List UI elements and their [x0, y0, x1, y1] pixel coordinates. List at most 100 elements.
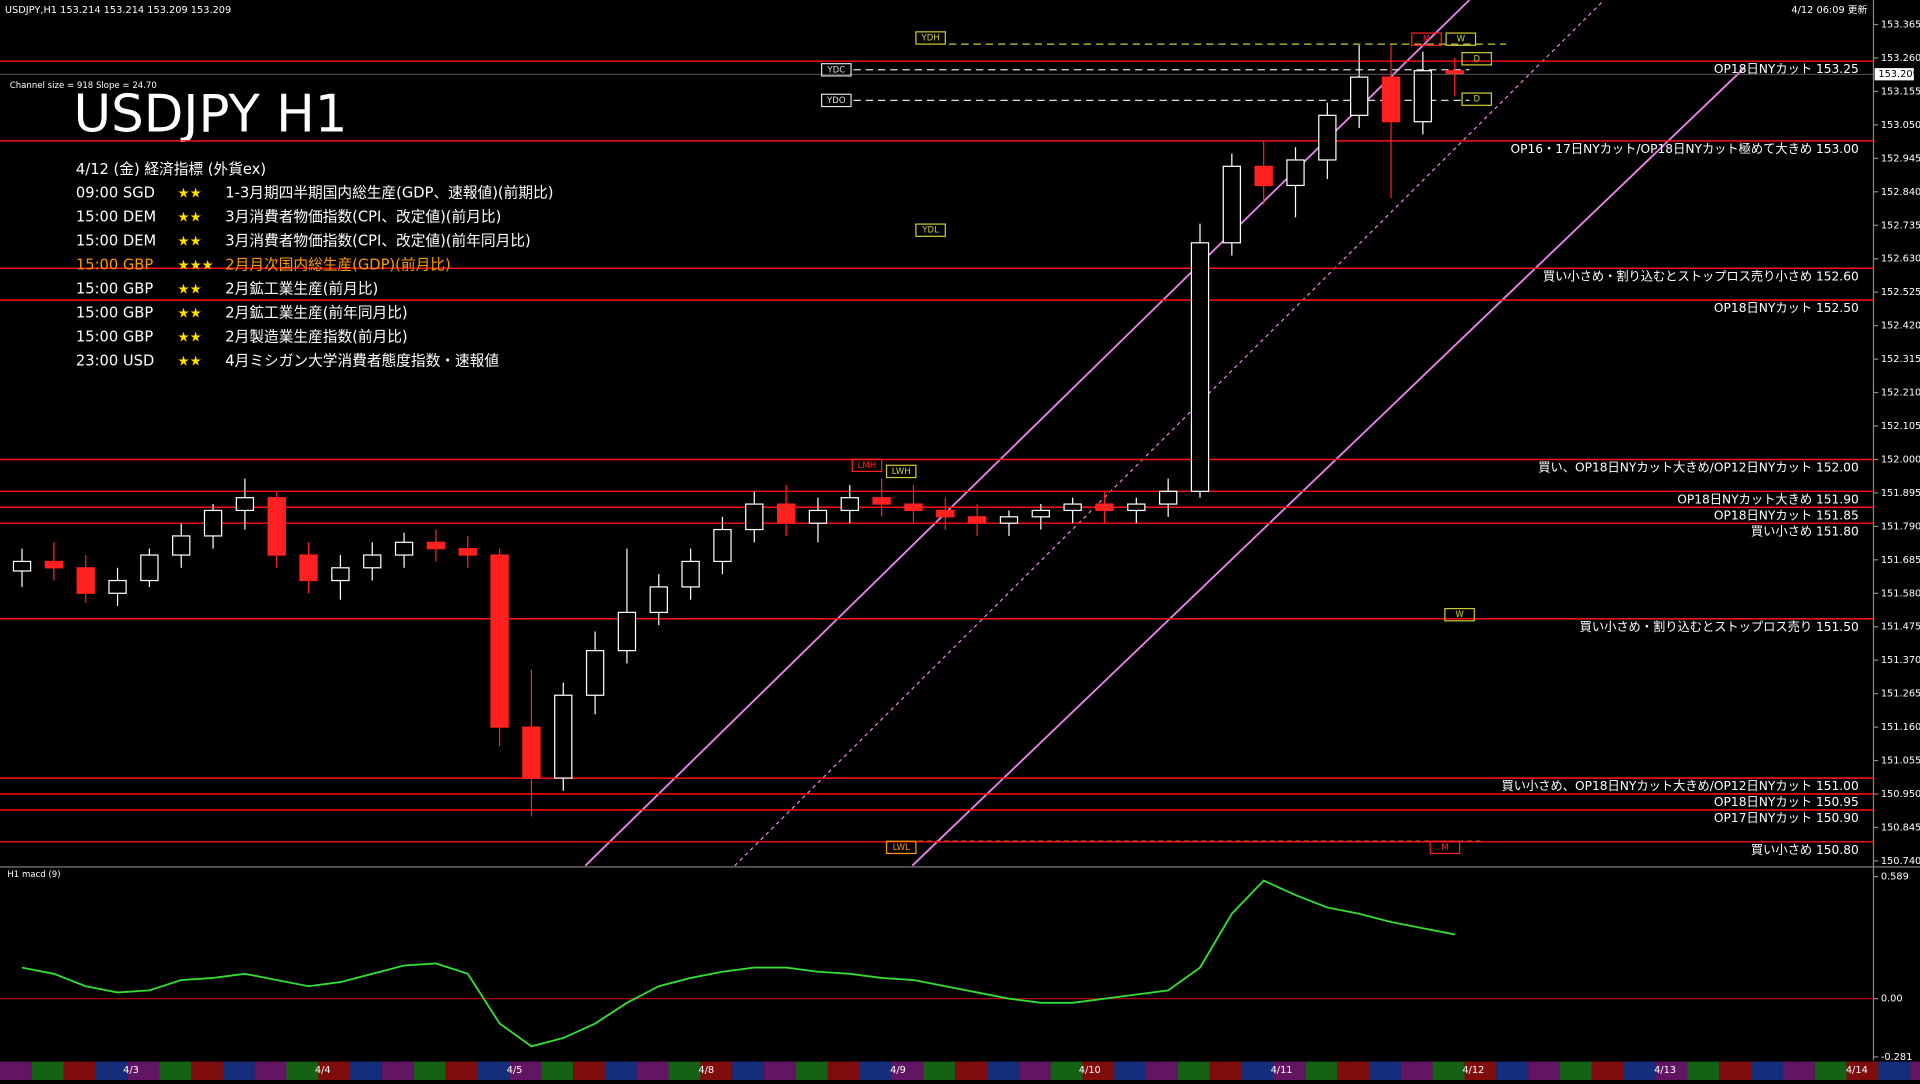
marker-box: [821, 93, 852, 108]
bar-segment: [1241, 1061, 1274, 1080]
marker-box: [885, 464, 917, 479]
marker-box: [821, 63, 852, 77]
bar-segment: [923, 1061, 956, 1080]
level-label: 買い小さめ 150.80: [1751, 843, 1859, 857]
y-tick-label: 153.155: [1881, 86, 1920, 97]
candle-body: [585, 650, 605, 696]
candle-body: [1222, 165, 1242, 244]
bar-segment: [1432, 1061, 1465, 1080]
bar-segment: [1273, 1061, 1306, 1080]
y-tick-label: 153.050: [1881, 120, 1920, 131]
event-text: 3月消費者物価指数(CPI、改定値)(前年同月比): [225, 232, 530, 249]
candle-body: [840, 497, 859, 512]
x-tick-label: 4/13: [1654, 1065, 1676, 1076]
bar-segment: [254, 1061, 287, 1080]
marker-label: D: [1473, 95, 1480, 105]
candle-body: [1445, 70, 1464, 75]
y-tick-label: 151.790: [1881, 521, 1920, 532]
candle-body: [617, 611, 637, 652]
bar-segment: [382, 1061, 414, 1080]
y-tick-label: 151.895: [1881, 488, 1920, 499]
candle-body: [522, 726, 541, 779]
candle-body: [904, 503, 923, 512]
candle-body: [936, 509, 955, 518]
bar-segment: [1400, 1061, 1433, 1080]
bar-segment: [573, 1061, 605, 1080]
event-text: 2月月次国内総生産(GDP)(前月比): [225, 256, 450, 273]
marker-box: [915, 31, 946, 45]
candle-body: [299, 554, 318, 582]
bar-segment: [1623, 1061, 1656, 1080]
bar-segment: [891, 1061, 924, 1080]
bar-segment: [1368, 1061, 1401, 1080]
bar-segment: [668, 1061, 701, 1080]
event-time: 15:00 GBP: [76, 256, 153, 273]
bar-segment: [413, 1061, 446, 1080]
bar-segment: [541, 1061, 574, 1080]
event-time: 09:00 SGD: [76, 184, 155, 201]
y-tick-label: 151.055: [1881, 756, 1920, 767]
y-tick-label: 150.950: [1881, 789, 1920, 800]
candle-body: [999, 516, 1019, 524]
candle-body: [1158, 490, 1178, 505]
y-tick-label: 152.735: [1881, 220, 1920, 231]
candle-body: [967, 516, 987, 524]
marker-label: M: [1441, 843, 1448, 853]
x-tick-label: 4/4: [315, 1065, 331, 1076]
candle-body: [554, 694, 573, 779]
y-tick-label: 152.840: [1881, 187, 1920, 198]
bar-segment: [1814, 1061, 1847, 1080]
event-text: 3月消費者物価指数(CPI、改定値)(前月比): [225, 208, 501, 225]
level-label: 買い小さめ・割り込むとストップロス売り 151.50: [1580, 619, 1859, 634]
bar-segment: [1177, 1061, 1210, 1080]
bar-segment: [1209, 1061, 1242, 1080]
y-tick-label: 151.685: [1881, 555, 1920, 566]
marker-label: LMH: [858, 461, 877, 471]
candle-body: [776, 503, 796, 524]
candle-body: [172, 535, 191, 556]
candle-body: [649, 586, 668, 614]
candle-body: [458, 548, 477, 556]
bar-segment: [1846, 1061, 1879, 1080]
marker-label: LWH: [892, 467, 911, 477]
bar-segment: [1082, 1061, 1115, 1080]
candle-body: [1318, 114, 1337, 161]
level-label: OP18日NYカット 152.50: [1714, 301, 1859, 315]
y-tick-label: 0.589: [1881, 872, 1909, 883]
date-bar: [0, 1061, 1920, 1080]
y-tick-label: 151.370: [1881, 655, 1920, 666]
bar-segment: [286, 1061, 319, 1080]
macd-line: [21, 879, 1455, 1048]
bar-segment: [509, 1061, 542, 1080]
x-tick-label: 4/3: [123, 1065, 139, 1076]
x-tick-label: 4/5: [507, 1065, 523, 1076]
x-tick-label: 4/9: [890, 1065, 906, 1076]
candle-body: [1350, 76, 1369, 116]
y-tick-label: 153.365: [1881, 20, 1920, 31]
level-label: 買い小さめ、OP18日NYカット大きめ/OP12日NYカット 151.00: [1502, 779, 1859, 793]
y-tick-label: 151.580: [1881, 588, 1920, 599]
bar-segment: [1528, 1061, 1560, 1080]
candle-body: [1413, 70, 1433, 123]
updated: 4/12 06:09 更新: [1791, 3, 1867, 16]
event-stars: ★★: [178, 354, 202, 369]
candle-body: [1286, 159, 1305, 187]
marker-label: LWL: [893, 843, 910, 853]
candle-body: [490, 554, 509, 728]
y-tick-label: 152.315: [1881, 354, 1920, 365]
x-tick-label: 4/8: [698, 1065, 714, 1076]
candle-body: [235, 497, 255, 512]
marker-label: W: [1457, 35, 1466, 45]
candle-body: [426, 541, 446, 550]
candle-body: [1190, 242, 1210, 492]
candle-body: [713, 528, 732, 563]
marker-box: [1461, 52, 1493, 66]
candle-body: [76, 567, 95, 594]
bar-segment: [63, 1061, 96, 1080]
y-tick-label: 150.740: [1881, 856, 1920, 867]
bar-segment: [1146, 1061, 1178, 1080]
marker-label: YDL: [921, 226, 939, 236]
candle-body: [745, 503, 764, 531]
